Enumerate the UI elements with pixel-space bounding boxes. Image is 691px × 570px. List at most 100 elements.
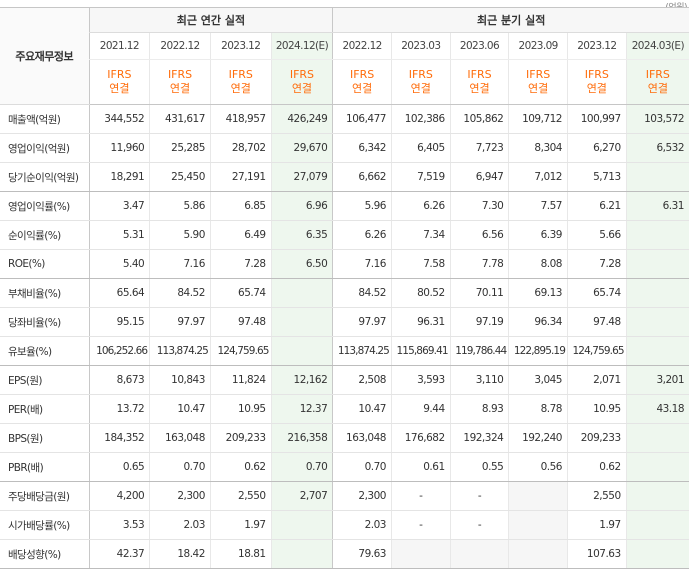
table-cell bbox=[625, 481, 689, 511]
table-cell: 105,862 bbox=[449, 104, 509, 134]
table-cell: 124,759.65 bbox=[209, 336, 272, 366]
table-cell: 80.52 bbox=[390, 278, 451, 308]
table-cell: 2,300 bbox=[149, 481, 211, 511]
table-cell bbox=[270, 336, 333, 366]
period-header: 2021.12 bbox=[88, 32, 150, 60]
table-row-net-margin: 순이익률(%) 5.31 5.90 6.49 6.35 6.26 7.34 6.56 6.39 5… bbox=[0, 220, 689, 250]
table-row-quick-ratio: 당좌비율(%) 95.15 97.97 97.48 97.97 96.31 97.19 96.… bbox=[0, 307, 689, 337]
table-cell: 0.62 bbox=[566, 452, 627, 482]
table-cell bbox=[625, 278, 689, 308]
financial-table: 주요재무정보 최근 연간 실적 최근 분기 실적 2021.12 2022.12… bbox=[0, 7, 689, 569]
table-cell: 28,702 bbox=[209, 133, 272, 163]
table-cell: 10.95 bbox=[566, 394, 627, 424]
table-cell: 6,532 bbox=[625, 133, 689, 163]
table-cell bbox=[625, 307, 689, 337]
table-cell: 107.63 bbox=[566, 539, 627, 569]
table-cell: 6.21 bbox=[566, 191, 627, 221]
ifrs-standard-link[interactable]: IFRS 연결 bbox=[625, 59, 689, 105]
table-cell: 11,824 bbox=[209, 365, 272, 395]
table-cell: 0.61 bbox=[390, 452, 451, 482]
ifrs-standard-link[interactable]: IFRS 연결 bbox=[508, 59, 568, 105]
table-cell: 18.81 bbox=[209, 539, 272, 569]
table-row-reserve-ratio: 유보율(%) 106,252.66 113,874.25 124,759.65 113,… bbox=[0, 336, 689, 366]
table-cell: 426,249 bbox=[270, 104, 333, 134]
table-cell: 9.44 bbox=[390, 394, 451, 424]
table-cell: 12,162 bbox=[270, 365, 333, 395]
table-cell: 6,405 bbox=[390, 133, 451, 163]
table-cell: 6.26 bbox=[332, 220, 392, 250]
ifrs-standard-link[interactable]: IFRS 연결 bbox=[390, 59, 451, 105]
table-cell: 27,191 bbox=[209, 162, 272, 192]
table-cell: 119,786.44 bbox=[449, 336, 509, 366]
row-label: PER(배) bbox=[0, 394, 90, 424]
table-cell: 3,045 bbox=[508, 365, 568, 395]
ifrs-standard-link[interactable]: IFRS 연결 bbox=[566, 59, 627, 105]
ifrs-standard-link[interactable]: IFRS 연결 bbox=[149, 59, 211, 105]
period-header: 2023.12 bbox=[209, 32, 272, 60]
table-cell bbox=[508, 510, 568, 540]
table-cell: 6,270 bbox=[566, 133, 627, 163]
table-cell: 13.72 bbox=[88, 394, 150, 424]
row-label: 매출액(억원) bbox=[0, 104, 90, 134]
table-cell: - bbox=[390, 510, 451, 540]
table-cell: 8.93 bbox=[449, 394, 509, 424]
table-cell: 209,233 bbox=[209, 423, 272, 453]
table-cell: 84.52 bbox=[149, 278, 211, 308]
table-row-net-income: 당기순이익(억원) 18,291 25,450 27,191 27,079 6,662 7,… bbox=[0, 162, 689, 192]
row-label: BPS(원) bbox=[0, 423, 90, 453]
table-cell: 6,662 bbox=[332, 162, 392, 192]
row-label: 주당배당금(원) bbox=[0, 481, 90, 511]
table-cell: 65.74 bbox=[209, 278, 272, 308]
table-cell: 96.34 bbox=[508, 307, 568, 337]
table-cell: 0.55 bbox=[449, 452, 509, 482]
period-header: 2023.03 bbox=[390, 32, 451, 60]
table-cell: 2,550 bbox=[566, 481, 627, 511]
period-header-estimate: 2024.12(E) bbox=[270, 32, 333, 60]
period-header: 2022.12 bbox=[332, 32, 392, 60]
ifrs-standard-link[interactable]: IFRS 연결 bbox=[209, 59, 272, 105]
table-cell bbox=[270, 539, 333, 569]
table-cell: 6.35 bbox=[270, 220, 333, 250]
row-label: 부채비율(%) bbox=[0, 278, 90, 308]
table-row-operating-margin: 영업이익률(%) 3.47 5.86 6.85 6.96 5.96 6.26 7.30 7.57… bbox=[0, 191, 689, 221]
ifrs-standard-link[interactable]: IFRS 연결 bbox=[270, 59, 333, 105]
table-cell: 97.19 bbox=[449, 307, 509, 337]
table-cell: 7.58 bbox=[390, 249, 451, 279]
table-cell: 18.42 bbox=[149, 539, 211, 569]
row-label: EPS(원) bbox=[0, 365, 90, 395]
table-cell: 3,110 bbox=[449, 365, 509, 395]
row-label: ROE(%) bbox=[0, 249, 90, 279]
table-cell: 6.56 bbox=[449, 220, 509, 250]
table-cell: 5,713 bbox=[566, 162, 627, 192]
table-header: 주요재무정보 최근 연간 실적 최근 분기 실적 2021.12 2022.12… bbox=[0, 7, 689, 105]
table-cell: 6.85 bbox=[209, 191, 272, 221]
ifrs-standard-link[interactable]: IFRS 연결 bbox=[88, 59, 150, 105]
table-cell: 5.31 bbox=[88, 220, 150, 250]
table-cell: 2,550 bbox=[209, 481, 272, 511]
table-cell: 97.48 bbox=[209, 307, 272, 337]
row-label: 시가배당률(%) bbox=[0, 510, 90, 540]
table-cell bbox=[625, 220, 689, 250]
table-cell: 97.48 bbox=[566, 307, 627, 337]
table-cell: 65.74 bbox=[566, 278, 627, 308]
table-row-dividend-per-share: 주당배당금(원) 4,200 2,300 2,550 2,707 2,300- -2,550 bbox=[0, 481, 689, 511]
table-row-payout-ratio: 배당성향(%) 42.37 18.42 18.81 79.63 107.63 bbox=[0, 539, 689, 569]
table-cell bbox=[390, 539, 451, 569]
table-cell: 163,048 bbox=[332, 423, 392, 453]
table-cell: 7,519 bbox=[390, 162, 451, 192]
table-cell: 12.37 bbox=[270, 394, 333, 424]
table-cell: 10.47 bbox=[332, 394, 392, 424]
table-cell: 8.78 bbox=[508, 394, 568, 424]
table-cell: 7.57 bbox=[508, 191, 568, 221]
ifrs-standard-link[interactable]: IFRS 연결 bbox=[449, 59, 509, 105]
table-cell: 163,048 bbox=[149, 423, 211, 453]
row-label: 유보율(%) bbox=[0, 336, 90, 366]
table-cell: 6.39 bbox=[508, 220, 568, 250]
table-cell bbox=[625, 249, 689, 279]
table-cell bbox=[270, 510, 333, 540]
table-cell: 18,291 bbox=[88, 162, 150, 192]
table-cell bbox=[625, 162, 689, 192]
ifrs-standard-link[interactable]: IFRS 연결 bbox=[332, 59, 392, 105]
table-cell: 216,358 bbox=[270, 423, 333, 453]
row-label: 당기순이익(억원) bbox=[0, 162, 90, 192]
